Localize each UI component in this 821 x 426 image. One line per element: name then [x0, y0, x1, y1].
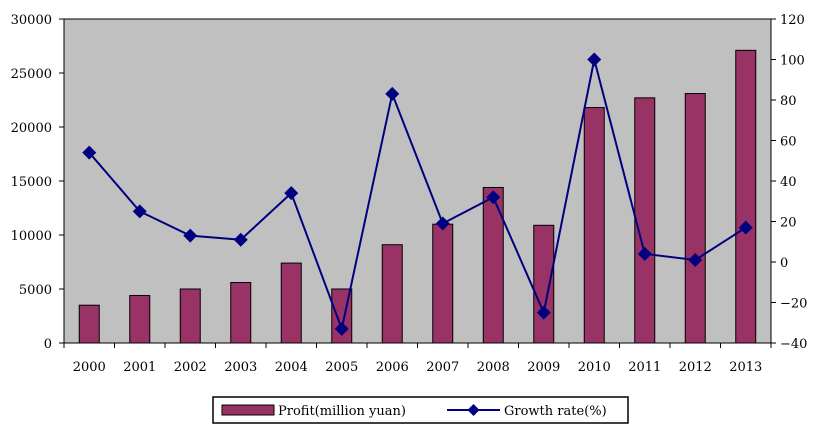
- bar-2002: [179, 288, 201, 344]
- y-right-tick-label: 120: [780, 13, 805, 28]
- growth-point-2012: [688, 252, 703, 267]
- bar-2000: [78, 304, 100, 344]
- x-tick-label: 2005: [325, 360, 358, 375]
- y-left-tick-label: 0: [44, 337, 52, 352]
- x-tick-label: 2010: [578, 360, 611, 375]
- growth-point-2008: [486, 190, 501, 205]
- y-right-tick-label: −40: [780, 337, 807, 352]
- growth-point-2002: [183, 228, 198, 243]
- growth-point-2011: [637, 246, 652, 261]
- x-tick-label: 2009: [527, 360, 560, 375]
- x-tick-label: 2003: [224, 360, 257, 375]
- bar-2006: [381, 244, 403, 344]
- x-tick-label: 2001: [123, 360, 156, 375]
- x-tick-label: 2002: [174, 360, 207, 375]
- y-right-tick-label: 100: [780, 54, 805, 69]
- growth-point-2003: [233, 232, 248, 247]
- legend-line-label: Growth rate(%): [504, 404, 607, 419]
- y-right-tick-label: 40: [780, 175, 797, 190]
- plot-area: [63, 18, 772, 344]
- growth-point-2004: [284, 186, 299, 201]
- bar-2012: [684, 93, 706, 344]
- growth-point-2000: [82, 145, 97, 160]
- x-tick-label: 2000: [73, 360, 106, 375]
- y-right-tick-label: −20: [780, 297, 807, 312]
- legend-line-marker: [467, 404, 480, 416]
- x-tick-label: 2004: [275, 360, 308, 375]
- y-left-tick-label: 30000: [11, 13, 52, 28]
- y-left-tick-label: 15000: [11, 175, 52, 190]
- bar-2008: [482, 186, 504, 344]
- bar-2007: [432, 223, 454, 344]
- x-tick-label: 2008: [477, 360, 510, 375]
- growth-point-2009: [536, 305, 551, 320]
- bar-2003: [230, 282, 252, 344]
- legend: Profit(million yuan) Growth rate(%): [212, 396, 629, 424]
- y-right-tick-label: 20: [780, 216, 797, 231]
- bar-2011: [634, 97, 656, 344]
- bar-2004: [280, 262, 302, 344]
- x-tick-label: 2012: [679, 360, 712, 375]
- growth-rate-line: [88, 59, 747, 333]
- legend-bar-label: Profit(million yuan): [278, 404, 406, 419]
- growth-point-2006: [385, 86, 400, 101]
- y-left-tick-label: 25000: [11, 67, 52, 82]
- y-right-tick-label: 0: [780, 256, 788, 271]
- legend-bar-swatch: [221, 404, 275, 416]
- growth-point-2007: [435, 216, 450, 231]
- x-tick-label: 2013: [729, 360, 762, 375]
- growth-point-2010: [587, 52, 602, 67]
- y-left-tick-label: 10000: [11, 229, 52, 244]
- bar-2009: [533, 224, 555, 344]
- growth-point-2001: [132, 204, 147, 219]
- growth-point-2013: [738, 220, 753, 235]
- y-left-tick-label: 20000: [11, 121, 52, 136]
- bar-2001: [129, 294, 151, 344]
- growth-point-2005: [334, 321, 349, 336]
- x-tick-label: 2006: [376, 360, 409, 375]
- x-tick-label: 2007: [426, 360, 459, 375]
- bar-2010: [583, 107, 605, 344]
- legend-box: [212, 396, 629, 424]
- x-tick-label: 2011: [628, 360, 661, 375]
- y-right-tick-label: 60: [780, 135, 797, 150]
- y-right-tick-label: 80: [780, 94, 797, 109]
- bar-2013: [735, 49, 757, 344]
- y-left-tick-label: 5000: [19, 283, 52, 298]
